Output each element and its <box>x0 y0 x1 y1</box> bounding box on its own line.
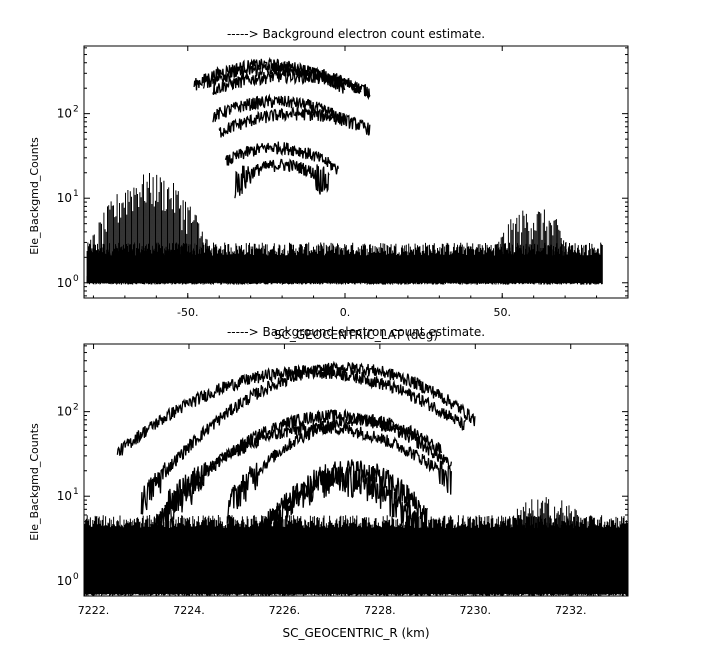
x-tick-label: 7222. <box>78 604 110 617</box>
data-layer <box>83 360 629 596</box>
chart-title: -----> Background electron count estimat… <box>227 27 485 41</box>
series-line <box>212 93 346 123</box>
y-tick-exponent: 0 <box>73 572 79 582</box>
y-tick-exponent: 2 <box>73 403 79 413</box>
x-tick-label: 7228. <box>364 604 396 617</box>
x-tick-label: 7226. <box>269 604 301 617</box>
x-axis-label: SC_GEOCENTRIC_R (km) <box>283 626 430 640</box>
chart-title: -----> Background electron count estimat… <box>227 325 485 339</box>
x-tick-label: 0. <box>340 306 351 319</box>
x-tick-label: 50. <box>493 306 511 319</box>
series-line <box>212 68 371 101</box>
chart-panel-r: -----> Background electron count estimat… <box>28 325 629 640</box>
series-line <box>140 360 476 515</box>
x-tick-label: -50. <box>177 306 198 319</box>
series-line <box>259 466 419 545</box>
plot-frame <box>83 45 629 299</box>
y-axis-label: Ele_Backgmd_Counts <box>28 137 41 255</box>
y-tick-label: 10 <box>57 574 72 588</box>
y-tick-label: 10 <box>57 107 72 121</box>
series-line <box>224 141 339 175</box>
x-axis-label: SC_GEOCENTRIC_LAT (deg) <box>274 328 438 342</box>
plot-frame <box>83 343 629 597</box>
y-tick-exponent: 1 <box>73 189 79 199</box>
side-lobe <box>492 209 603 283</box>
y-tick-label: 10 <box>57 405 72 419</box>
y-tick-label: 10 <box>57 489 72 503</box>
series-line <box>234 158 330 199</box>
x-tick-label: 7224. <box>173 604 205 617</box>
side-lobe <box>465 497 629 581</box>
side-lobe <box>86 173 213 283</box>
y-tick-label: 10 <box>57 276 72 290</box>
data-layer <box>86 56 603 285</box>
series-line <box>116 364 466 457</box>
chart-panel-lat: -----> Background electron count estimat… <box>28 27 629 342</box>
y-tick-label: 10 <box>57 191 72 205</box>
y-axis-label: Ele_Backgmd_Counts <box>28 423 41 541</box>
series-line <box>218 106 371 138</box>
x-tick-label: 7230. <box>460 604 492 617</box>
series-line <box>226 413 443 524</box>
x-tick-label: 7232. <box>555 604 587 617</box>
y-tick-exponent: 1 <box>73 487 79 497</box>
y-tick-exponent: 0 <box>73 274 79 284</box>
y-tick-exponent: 2 <box>73 105 79 115</box>
